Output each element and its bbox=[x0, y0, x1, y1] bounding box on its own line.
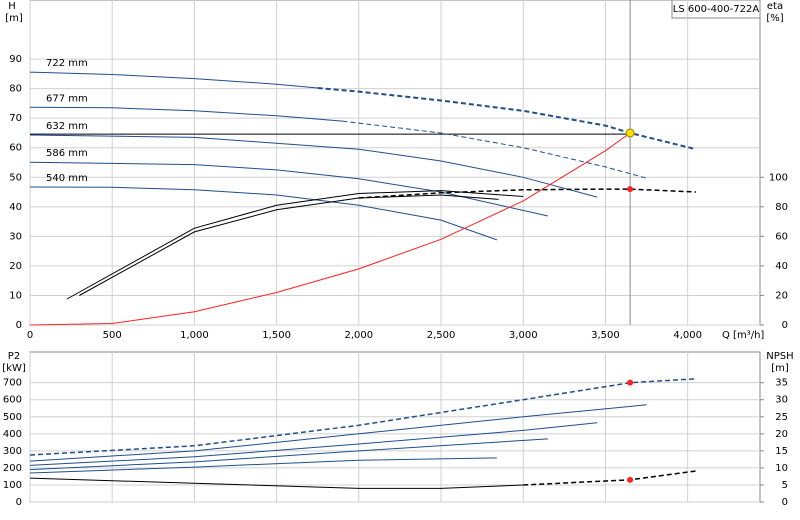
curve bbox=[29, 422, 598, 466]
y2-tick-label: 0 bbox=[782, 497, 788, 508]
curve bbox=[358, 188, 696, 199]
y-tick-label: 80 bbox=[9, 84, 22, 95]
curve bbox=[29, 477, 524, 489]
y2-tick-label: 40 bbox=[775, 261, 788, 272]
y-tick-label: 100 bbox=[3, 480, 22, 491]
curve bbox=[79, 194, 499, 296]
y2-tick-label: 5 bbox=[782, 480, 788, 491]
y-tick-label: 300 bbox=[3, 446, 22, 457]
y2-axis-unit: [%] bbox=[766, 13, 783, 24]
y-tick-label: 70 bbox=[9, 113, 22, 124]
curve-label: 632 mm bbox=[46, 121, 88, 132]
y-tick-label: 50 bbox=[9, 172, 22, 183]
y-tick-label: 200 bbox=[3, 463, 22, 474]
duty-point bbox=[627, 186, 634, 193]
duty-point bbox=[627, 379, 634, 386]
x-tick-label: 1,500 bbox=[262, 330, 291, 341]
y2-tick-label: 80 bbox=[775, 202, 788, 213]
curve bbox=[29, 186, 498, 241]
y-axis-label: H bbox=[8, 1, 16, 12]
y2-tick-label: 15 bbox=[775, 446, 788, 457]
y-tick-label: 500 bbox=[3, 412, 22, 423]
y-tick-label: 0 bbox=[16, 320, 22, 331]
y-tick-label: 60 bbox=[9, 143, 22, 154]
y2-tick-label: 20 bbox=[775, 290, 788, 301]
y2-axis-unit: [m] bbox=[771, 363, 789, 374]
curve bbox=[29, 438, 548, 471]
x-tick-label: 3,000 bbox=[509, 330, 538, 341]
title-box bbox=[671, 0, 761, 19]
curve bbox=[29, 106, 343, 122]
curve bbox=[29, 404, 647, 462]
duty-point bbox=[625, 128, 635, 138]
x-tick-label: 1,000 bbox=[180, 330, 209, 341]
y2-tick-label: 0 bbox=[782, 320, 788, 331]
y2-tick-label: 10 bbox=[775, 463, 788, 474]
x-tick-label: 500 bbox=[103, 330, 122, 341]
y-tick-label: 600 bbox=[3, 395, 22, 406]
y-tick-label: 400 bbox=[3, 429, 22, 440]
y-axis-unit: [kW] bbox=[2, 363, 26, 374]
y2-tick-label: 30 bbox=[775, 395, 788, 406]
x-tick-label: 4,000 bbox=[673, 330, 702, 341]
y2-tick-label: 100 bbox=[769, 172, 788, 183]
curve-label: 677 mm bbox=[46, 93, 88, 104]
curve bbox=[29, 132, 631, 326]
y-tick-label: 90 bbox=[9, 54, 22, 65]
x-tick-label: 2,000 bbox=[345, 330, 374, 341]
y-tick-label: 20 bbox=[9, 261, 22, 272]
plot-frame bbox=[29, 0, 761, 326]
plot-frame bbox=[29, 351, 761, 503]
curve bbox=[342, 120, 647, 179]
y2-tick-label: 35 bbox=[775, 378, 788, 389]
y-tick-label: 700 bbox=[3, 378, 22, 389]
x-axis-label: Q [m³/h] bbox=[722, 330, 764, 341]
y-axis-unit: [m] bbox=[5, 13, 23, 24]
y-tick-label: 40 bbox=[9, 202, 22, 213]
curve bbox=[29, 378, 696, 456]
curve bbox=[29, 457, 497, 474]
y2-tick-label: 60 bbox=[775, 231, 788, 242]
chart-title: LS 600-400-722A bbox=[673, 4, 760, 15]
curve-label: 722 mm bbox=[46, 58, 88, 69]
y2-tick-label: 20 bbox=[775, 429, 788, 440]
curve-label: 540 mm bbox=[46, 173, 88, 184]
y-tick-label: 30 bbox=[9, 231, 22, 242]
y-tick-label: 10 bbox=[9, 290, 22, 301]
duty-point bbox=[627, 476, 634, 483]
x-tick-label: 3,500 bbox=[591, 330, 620, 341]
y2-tick-label: 25 bbox=[775, 412, 788, 423]
y-tick-label: 0 bbox=[16, 497, 22, 508]
curve bbox=[29, 134, 598, 198]
curve bbox=[29, 71, 318, 89]
x-tick-label: 0 bbox=[27, 330, 33, 341]
x-tick-label: 2,500 bbox=[427, 330, 456, 341]
curve-label: 586 mm bbox=[46, 148, 88, 159]
y2-axis-label: NPSH bbox=[766, 351, 793, 362]
y2-axis-label: eta bbox=[767, 1, 783, 12]
y-axis-label: P2 bbox=[8, 351, 20, 362]
